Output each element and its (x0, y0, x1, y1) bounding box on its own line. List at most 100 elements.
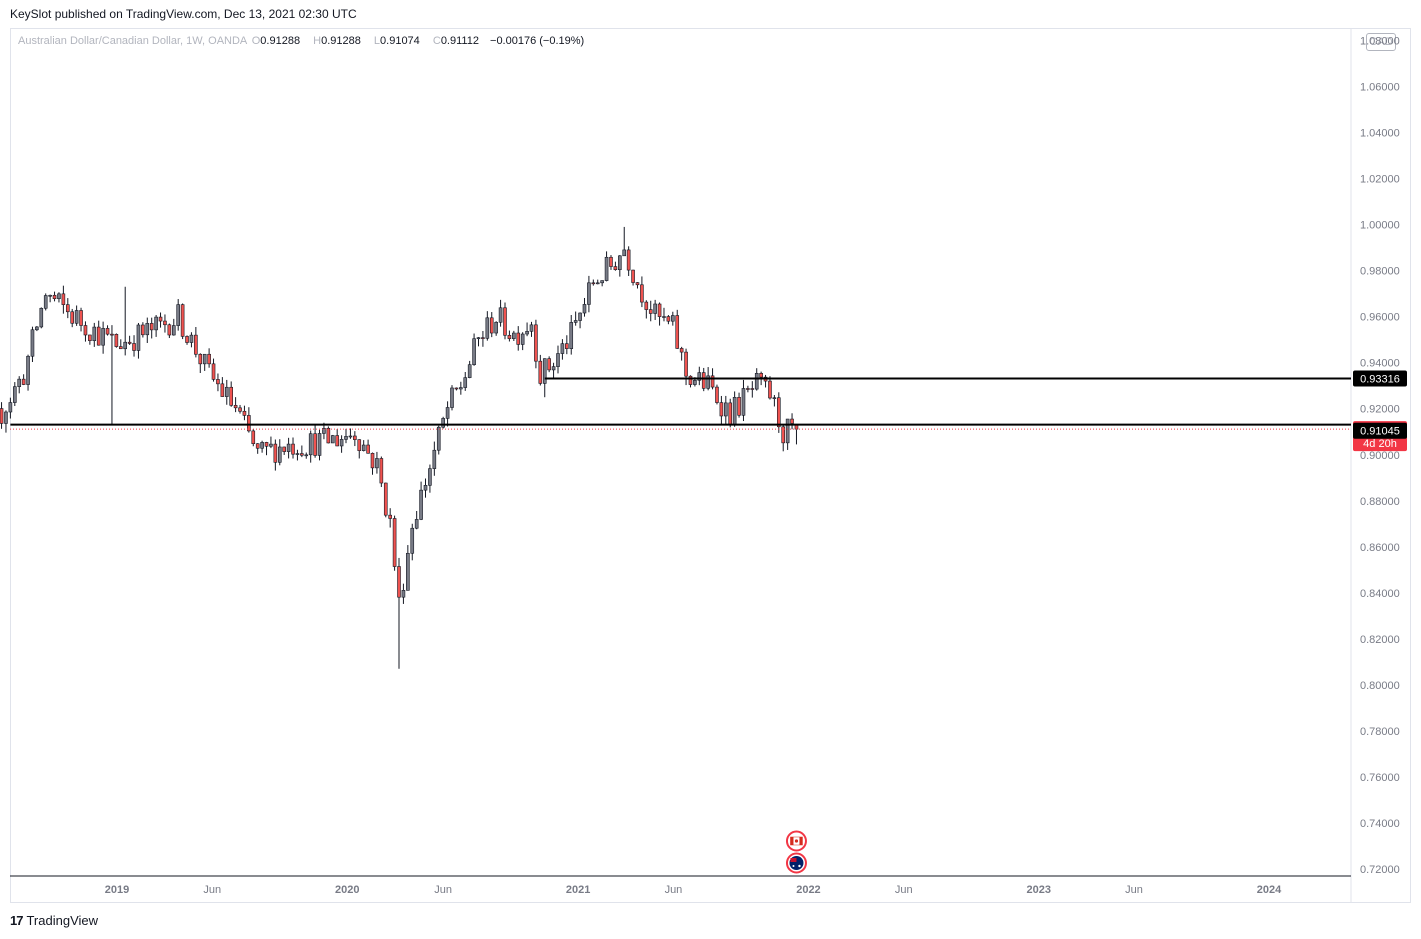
candle (516, 326, 521, 351)
candle-body (366, 444, 370, 454)
footer-brand: 17 TradingView (10, 913, 98, 928)
candle-body (12, 386, 17, 403)
candle (26, 354, 30, 391)
candle-body (445, 407, 450, 419)
candle (74, 305, 79, 326)
candle-body (397, 566, 401, 598)
candle-body (132, 343, 136, 351)
candle-body (565, 343, 569, 349)
candle-body (547, 358, 551, 371)
candle-body (489, 317, 494, 334)
currency-badge[interactable]: CAD (1366, 33, 1396, 51)
candle (467, 360, 472, 379)
candle (247, 407, 251, 433)
candle-body (220, 383, 225, 397)
candle (573, 311, 578, 326)
candle (357, 439, 362, 459)
candle (180, 303, 185, 340)
candle (260, 440, 264, 453)
candle-body (507, 334, 512, 339)
candle (397, 557, 401, 669)
candle-body (255, 443, 260, 449)
candle-body (419, 489, 423, 520)
candle-body (74, 310, 79, 324)
candle (8, 397, 13, 419)
candle (39, 307, 44, 329)
candle (198, 353, 203, 373)
y-tick-label: 0.72000 (1360, 864, 1400, 876)
candle-body (657, 303, 662, 317)
candle-body (0, 408, 4, 424)
line-price-tag (1353, 422, 1407, 439)
candle-body (163, 320, 167, 326)
candle-body (732, 397, 737, 425)
candle-body (600, 280, 604, 284)
candle (202, 353, 207, 371)
australia-flag-icon (785, 852, 807, 874)
candle-body (653, 303, 657, 314)
candle-body (185, 336, 189, 343)
candle (379, 456, 384, 488)
y-tick-label: 0.82000 (1360, 634, 1400, 646)
candle (459, 381, 463, 395)
y-tick-label: 0.90000 (1360, 450, 1400, 462)
candle-body (754, 373, 759, 390)
candle (635, 282, 640, 289)
candle (317, 429, 322, 461)
candle (746, 385, 750, 393)
candle-body (43, 295, 48, 309)
candle-body (286, 443, 291, 452)
candle (463, 372, 468, 391)
candle (0, 402, 4, 429)
candle-body (30, 329, 35, 357)
candle-body (604, 256, 609, 281)
candle (189, 332, 194, 348)
candle (777, 392, 781, 433)
candle (88, 334, 92, 345)
price-tag-label: 0.93316 (1360, 373, 1400, 385)
candle-body (551, 366, 556, 371)
candle (220, 377, 225, 397)
symbol-legend: Australian Dollar/Canadian Dollar, 1W, O… (18, 35, 592, 47)
candle-body (406, 552, 410, 591)
y-tick-label: 0.78000 (1360, 726, 1400, 738)
open-value: 0.91288 (260, 35, 301, 47)
candle-body (264, 442, 269, 447)
symbol-name[interactable]: Australian Dollar/Canadian Dollar, 1W, O… (18, 35, 247, 47)
candle-body (83, 325, 88, 336)
candle-body (392, 518, 397, 567)
candle (737, 392, 741, 418)
candle-body (176, 304, 180, 326)
candle (520, 332, 525, 351)
candle-body (534, 324, 538, 362)
candle (600, 280, 604, 287)
candle-body (141, 324, 145, 336)
chart-frame[interactable] (10, 28, 1411, 903)
candle (728, 398, 733, 428)
candle (70, 308, 75, 328)
candle-body (48, 294, 52, 297)
candle-body (640, 284, 644, 303)
candle (432, 441, 437, 476)
candle (4, 410, 8, 433)
candle-body (198, 353, 203, 365)
candle-body (609, 256, 613, 267)
candle (436, 425, 441, 455)
candle-body (127, 341, 132, 344)
candle-body (516, 332, 521, 345)
candle-body (344, 436, 348, 440)
candle (485, 311, 490, 341)
candle (582, 297, 587, 317)
candle-body (635, 282, 640, 286)
candle-body (277, 446, 282, 463)
candle (428, 464, 432, 493)
candle (242, 405, 247, 421)
candle (132, 335, 136, 357)
low-value: 0.91074 (380, 35, 420, 47)
candle-body (476, 337, 481, 340)
candle (419, 481, 423, 521)
candle-body (339, 439, 344, 447)
candle-body (375, 458, 379, 469)
candle (304, 452, 309, 459)
